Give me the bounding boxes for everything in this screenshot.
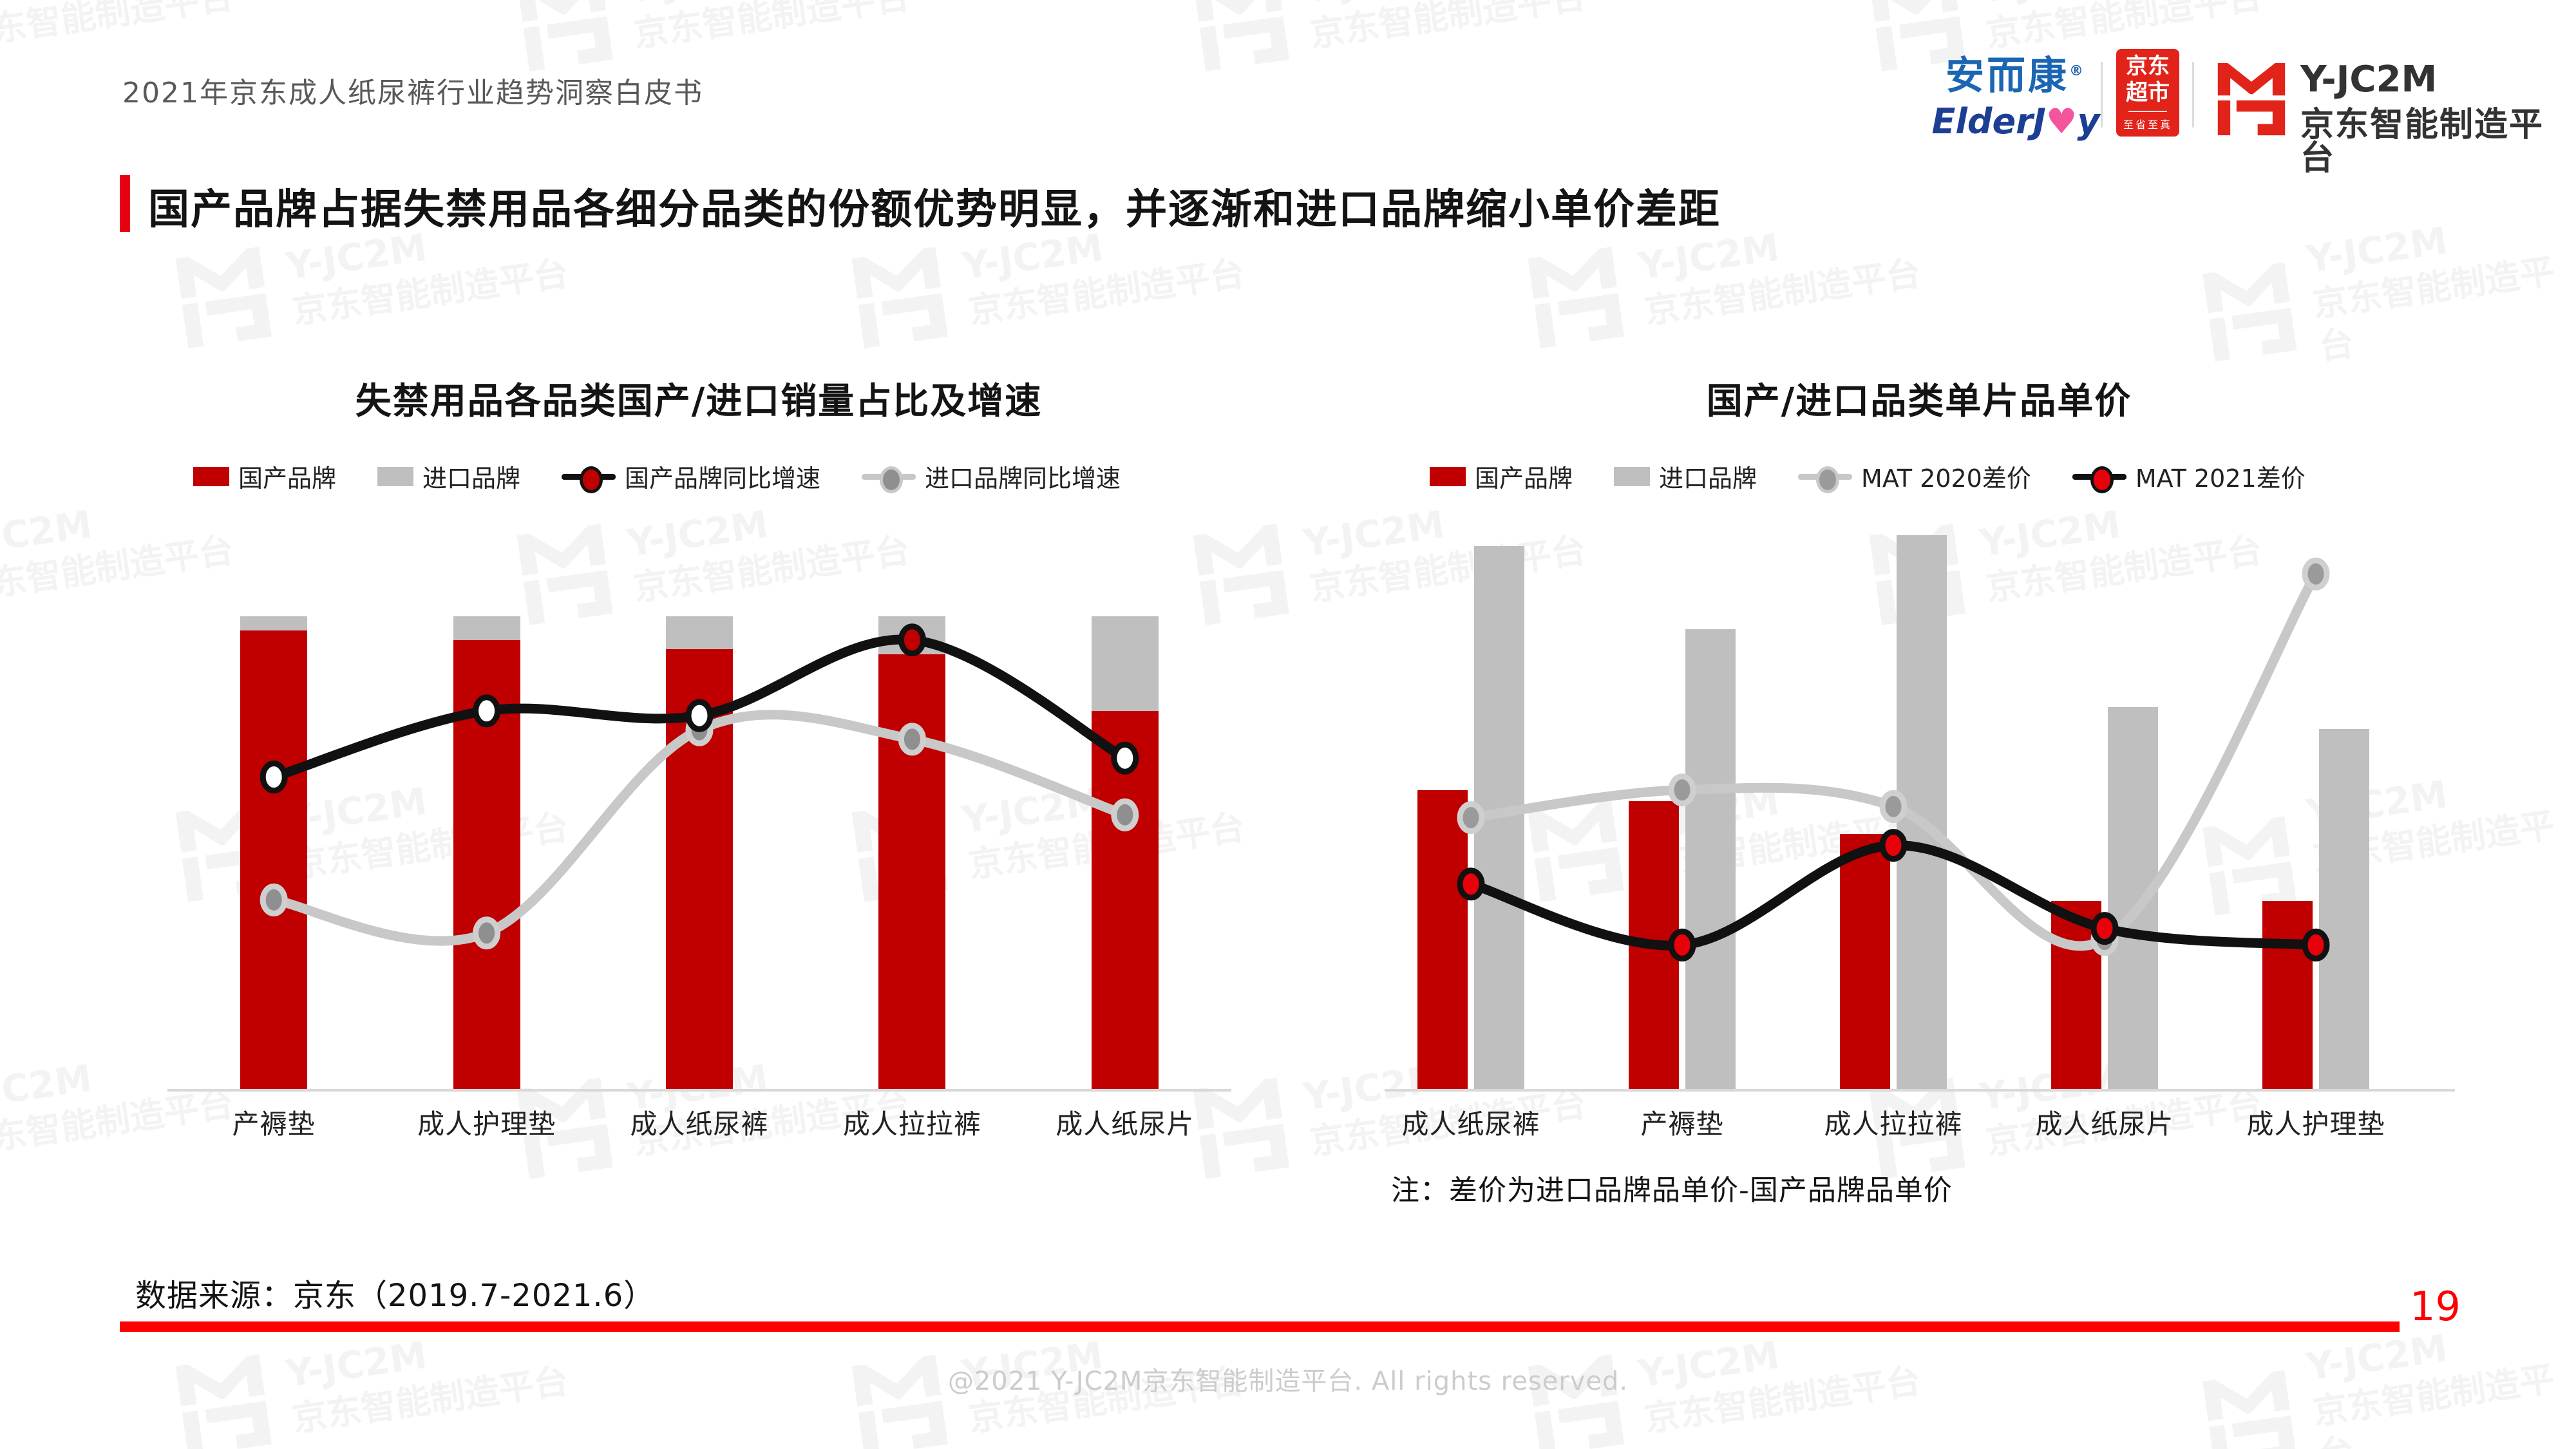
legend-line-swatch [2072,466,2126,493]
bar-domestic-成人纸尿片 [1091,710,1159,1089]
jc2m-logo-icon [2214,58,2289,143]
legend-swatch [377,466,414,486]
x-axis-label: 产褥垫 [232,1108,316,1140]
right-chart-legend: 国产品牌 进口品牌 MAT 2020差价 MAT 2021差价 [1430,459,2306,494]
legend-item: 国产品牌 [193,459,336,494]
bar-import-产褥垫 [240,616,308,631]
x-axis-label: 成人纸尿裤 [1401,1108,1540,1140]
x-axis-label: 成人拉拉裤 [1824,1108,1963,1140]
legend-label: 进口品牌 [422,464,521,493]
legend-label: 国产品牌 [238,464,337,493]
bar-import-成人拉拉裤 [1897,535,1947,1089]
legend-item: 国产品牌 [1430,459,1573,494]
bar-domestic-产褥垫 [1629,800,1679,1089]
elderjoy-en-suffix: y [2077,101,2100,142]
page-number: 19 [2410,1283,2461,1330]
bar-import-成人纸尿裤 [666,616,733,650]
legend-line-swatch [1798,466,1853,493]
elderjoy-cn-text: 安而康 [1946,53,2069,99]
logo-divider [2101,62,2103,128]
page-title: 国产品牌占据失禁用品各细分品类的份额优势明显，并逐渐和进口品牌缩小单价差距 [148,186,1721,234]
bar-import-产褥垫 [1685,629,1736,1089]
legend-label: 进口品牌 [1659,464,1757,493]
x-axis-label: 成人纸尿片 [1056,1108,1195,1140]
legend-label: 国产品牌同比增速 [625,464,821,493]
legend-item: 国产品牌同比增速 [562,459,820,494]
jd-logo-slogan: 至省至真 [2123,118,2172,131]
x-axis-label: 成人拉拉裤 [842,1108,981,1140]
footer-accent-line [120,1321,2400,1332]
copyright: @2021 Y-JC2M京东智能制造平台. All rights reserve… [947,1367,1629,1396]
watermark: Y-JC2M京东智能制造平台 [510,0,913,79]
jc2m-platform: 京东智能制造平台 [2300,106,2544,178]
bar-domestic-成人纸尿裤 [666,649,733,1089]
watermark: Y-JC2M京东智能制造平台 [1186,0,1589,79]
elderjoy-heart-icon: ♥ [2045,101,2078,142]
x-axis-chart-0 [167,1089,1231,1092]
right-chart-title: 国产/进口品类单片品单价 [1706,381,2132,422]
legend-swatch [1430,466,1466,486]
jd-logo-line2: 超市 [2126,80,2170,106]
legend-label: 国产品牌 [1475,464,1573,493]
legend-item: 进口品牌 [1614,459,1757,494]
elderjoy-logo: 安而康® ElderJ♥y [1929,57,2103,139]
document-title: 2021年京东成人纸尿裤行业趋势洞察白皮书 [122,77,703,109]
legend-label: MAT 2021差价 [2135,464,2306,493]
bar-domestic-成人护理垫 [2262,900,2313,1089]
x-axis-label: 成人护理垫 [2246,1108,2385,1140]
legend-swatch [193,466,229,486]
data-source: 数据来源：京东（2019.7-2021.6） [135,1278,656,1314]
title-accent-bar [120,175,130,232]
jd-logo-line1: 京东 [2126,53,2170,79]
bar-import-成人纸尿片 [2108,706,2158,1089]
x-axis-chart-1 [1385,1089,2455,1092]
bar-domestic-产褥垫 [240,630,308,1089]
jc2m-logo-text: Y-JC2M 京东智能制造平台 [2300,59,2576,178]
bar-import-成人纸尿片 [1091,616,1159,711]
legend-item: MAT 2021差价 [2072,459,2306,494]
bar-domestic-成人纸尿裤 [1417,790,1468,1089]
left-chart-legend: 国产品牌 进口品牌 国产品牌同比增速 进口品牌同比增速 [193,459,1121,494]
legend-label: MAT 2020差价 [1861,464,2031,493]
legend-item: 进口品牌同比增速 [862,459,1121,494]
price-gap-note: 注：差价为进口品牌品单价-国产品牌品单价 [1391,1174,1953,1207]
marker-MAT 2020差价-成人护理垫 [2302,557,2330,591]
line-MAT 2021差价 [1466,840,2321,951]
x-axis-label: 成人纸尿裤 [630,1108,769,1140]
bar-import-成人拉拉裤 [878,616,946,654]
legend-item: 进口品牌 [377,459,520,494]
bar-import-成人护理垫 [453,616,520,640]
bar-import-成人纸尿裤 [1474,546,1524,1089]
x-axis-label: 成人纸尿片 [2035,1108,2174,1140]
line-MAT 2020差价 [1466,569,2321,951]
logo-divider [2192,62,2194,128]
jd-supermarket-logo: 京东 超市 至省至真 [2116,49,2179,137]
bar-domestic-成人拉拉裤 [878,654,946,1089]
legend-line-swatch [862,466,916,493]
jd-logo-divider [2128,111,2167,113]
bar-import-成人护理垫 [2319,729,2369,1089]
bar-domestic-成人拉拉裤 [1840,834,1890,1089]
legend-swatch [1614,466,1651,486]
x-axis-label: 产褥垫 [1640,1108,1724,1140]
legend-line-swatch [562,466,616,493]
left-chart-title: 失禁用品各品类国产/进口销量占比及增速 [355,381,1043,422]
jc2m-name: Y-JC2M [2300,59,2438,100]
x-axis-label: 成人护理垫 [417,1108,556,1140]
legend-item: MAT 2020差价 [1798,459,2031,494]
bar-domestic-成人纸尿片 [2051,900,2101,1089]
legend-label: 进口品牌同比增速 [925,464,1121,493]
registered-mark: ® [2069,63,2086,79]
bar-domestic-成人护理垫 [453,639,520,1089]
elderjoy-en-prefix: ElderJ [1931,101,2046,142]
watermark: Y-JC2M京东智能制造平台 [0,0,236,55]
